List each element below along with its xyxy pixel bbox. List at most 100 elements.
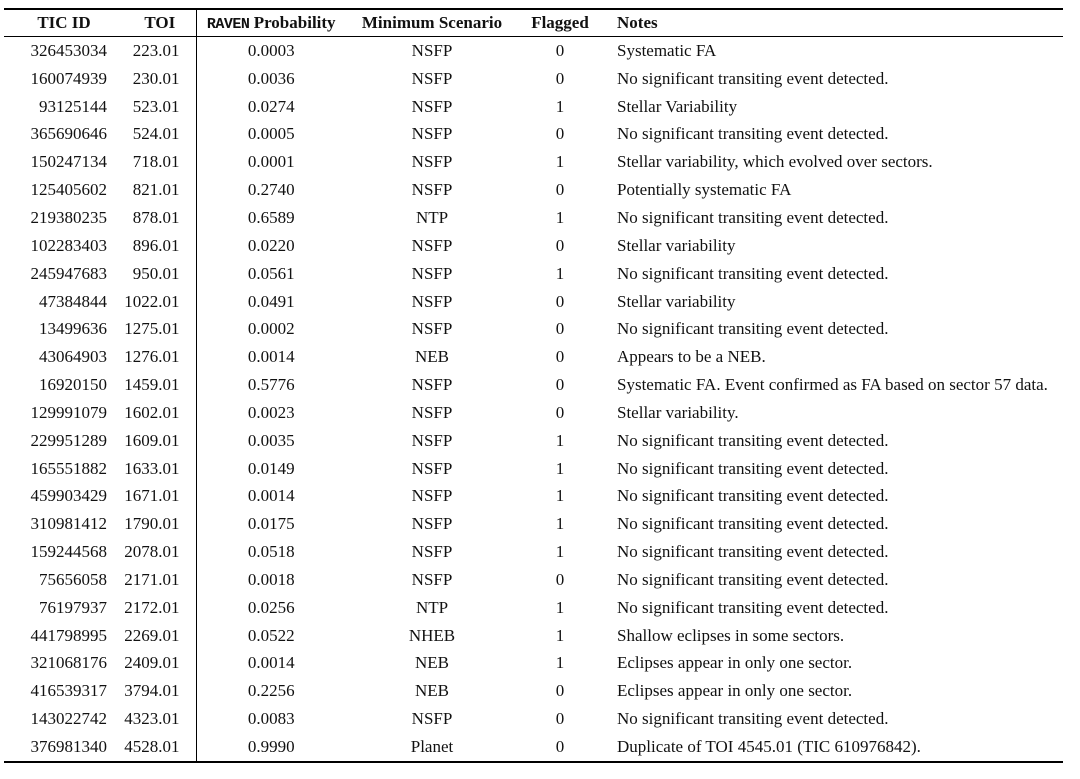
cell-tic-id: 159244568	[30, 542, 108, 562]
cell-notes: No significant transiting event detected…	[617, 430, 889, 450]
cell-raven-probability: 0.0023	[247, 402, 295, 422]
table-row: 376981340 4528.01 0.9990 Planet 0 Duplic…	[4, 733, 1063, 762]
cell-toi: 1602.01	[124, 398, 197, 427]
cell-minimum-scenario: NSFP	[411, 486, 453, 506]
cell-tic-id: 43064903	[39, 347, 107, 367]
header-toi: TOI	[124, 9, 197, 37]
cell-raven-probability: 0.0002	[247, 319, 295, 339]
cell-minimum-scenario: NEB	[415, 347, 449, 367]
cell-toi: 223.01	[124, 36, 197, 65]
cell-notes: Shallow eclipses in some sectors.	[617, 625, 845, 645]
cell-tic-id: 16920150	[39, 375, 107, 395]
cell-notes: No significant transiting event detected…	[617, 458, 889, 478]
cell-flagged: 1	[555, 263, 565, 283]
cell-flagged: 0	[555, 319, 565, 339]
table-row: 416539317 3794.01 0.2256 NEB 0 Eclipses …	[4, 677, 1063, 706]
table-row: 76197937 2172.01 0.0256 NTP 1 No signifi…	[4, 593, 1063, 622]
cell-flagged: 1	[555, 597, 565, 617]
cell-minimum-scenario: NSFP	[411, 709, 453, 729]
cell-raven-probability: 0.0220	[247, 235, 295, 255]
cell-minimum-scenario: Planet	[410, 737, 454, 757]
cell-tic-id: 326453034	[30, 40, 108, 60]
cell-minimum-scenario: NEB	[415, 681, 449, 701]
cell-raven-probability: 0.5776	[247, 375, 295, 395]
header-notes: Notes	[602, 9, 1063, 37]
cell-tic-id: 245947683	[30, 263, 108, 283]
cell-minimum-scenario: NSFP	[411, 430, 453, 450]
cell-minimum-scenario: NSFP	[411, 235, 453, 255]
cell-toi: 1459.01	[124, 371, 197, 399]
cell-flagged: 1	[555, 542, 565, 562]
cell-raven-probability: 0.9990	[247, 737, 295, 757]
cell-minimum-scenario: NSFP	[411, 319, 453, 339]
cell-minimum-scenario: NTP	[415, 597, 449, 617]
cell-toi: 950.01	[124, 259, 197, 288]
cell-flagged: 0	[555, 347, 565, 367]
cell-toi: 1275.01	[124, 315, 197, 344]
cell-raven-probability: 0.0083	[247, 709, 295, 729]
cell-raven-probability: 0.0018	[247, 569, 295, 589]
cell-flagged: 1	[555, 207, 565, 227]
cell-tic-id: 165551882	[30, 458, 108, 478]
header-probability-label: Probability	[253, 13, 336, 32]
cell-tic-id: 376981340	[30, 737, 108, 757]
cell-notes: Eclipses appear in only one sector.	[617, 681, 853, 701]
cell-raven-probability: 0.0522	[247, 625, 295, 645]
cell-tic-id: 321068176	[30, 653, 108, 673]
cell-minimum-scenario: NSFP	[411, 124, 453, 144]
cell-flagged: 1	[555, 486, 565, 506]
cell-tic-id: 47384844	[39, 291, 107, 311]
cell-toi: 1633.01	[124, 454, 197, 483]
cell-notes: No significant transiting event detected…	[617, 207, 889, 227]
cell-tic-id: 13499636	[39, 319, 107, 339]
cell-tic-id: 310981412	[30, 514, 108, 534]
cell-notes: Stellar variability.	[617, 402, 739, 422]
cell-notes: Appears to be a NEB.	[617, 347, 766, 367]
cell-flagged: 0	[555, 124, 565, 144]
cell-tic-id: 229951289	[30, 430, 108, 450]
table-row: 165551882 1633.01 0.0149 NSFP 1 No signi…	[4, 454, 1063, 483]
cell-tic-id: 459903429	[30, 486, 108, 506]
cell-toi: 1671.01	[124, 482, 197, 511]
cell-notes: Duplicate of TOI 4545.01 (TIC 610976842)…	[617, 737, 921, 757]
cell-raven-probability: 0.0256	[247, 597, 295, 617]
cell-tic-id: 75656058	[39, 569, 107, 589]
cell-flagged: 1	[555, 458, 565, 478]
cell-tic-id: 416539317	[30, 681, 108, 701]
cell-minimum-scenario: NSFP	[411, 68, 453, 88]
cell-flagged: 0	[555, 681, 565, 701]
cell-notes: No significant transiting event detected…	[617, 514, 889, 534]
cell-tic-id: 129991079	[30, 402, 108, 422]
cell-minimum-scenario: NSFP	[411, 375, 453, 395]
cell-raven-probability: 0.0149	[247, 458, 295, 478]
table-row: 321068176 2409.01 0.0014 NEB 1 Eclipses …	[4, 649, 1063, 678]
cell-notes: Stellar Variability	[617, 96, 738, 116]
cell-flagged: 1	[555, 653, 565, 673]
cell-toi: 1790.01	[124, 510, 197, 539]
cell-toi: 230.01	[124, 64, 197, 93]
cell-toi: 2269.01	[124, 621, 197, 650]
cell-notes: No significant transiting event detected…	[617, 124, 889, 144]
cell-toi: 4323.01	[124, 705, 197, 734]
cell-flagged: 0	[555, 68, 565, 88]
table-row: 159244568 2078.01 0.0518 NSFP 1 No signi…	[4, 538, 1063, 567]
cell-minimum-scenario: NTP	[415, 207, 449, 227]
table-header-row: TIC ID TOI RAVEN Probability Minimum Sce…	[4, 9, 1063, 37]
table-row: 93125144 523.01 0.0274 NSFP 1 Stellar Va…	[4, 92, 1063, 121]
cell-toi: 524.01	[124, 120, 197, 149]
cell-raven-probability: 0.0491	[247, 291, 295, 311]
cell-minimum-scenario: NSFP	[411, 514, 453, 534]
table-row: 150247134 718.01 0.0001 NSFP 1 Stellar v…	[4, 148, 1063, 177]
cell-notes: No significant transiting event detected…	[617, 263, 889, 283]
table-row: 441798995 2269.01 0.0522 NHEB 1 Shallow …	[4, 621, 1063, 650]
cell-minimum-scenario: NSFP	[411, 180, 453, 200]
cell-notes: No significant transiting event detected…	[617, 68, 889, 88]
cell-minimum-scenario: NEB	[415, 653, 449, 673]
cell-minimum-scenario: NSFP	[411, 569, 453, 589]
table-row: 129991079 1602.01 0.0023 NSFP 0 Stellar …	[4, 398, 1063, 427]
cell-notes: No significant transiting event detected…	[617, 486, 889, 506]
cell-flagged: 0	[555, 40, 565, 60]
results-table: TIC ID TOI RAVEN Probability Minimum Sce…	[4, 8, 1063, 763]
cell-flagged: 0	[555, 291, 565, 311]
table-row: 326453034 223.01 0.0003 NSFP 0 Systemati…	[4, 36, 1063, 65]
